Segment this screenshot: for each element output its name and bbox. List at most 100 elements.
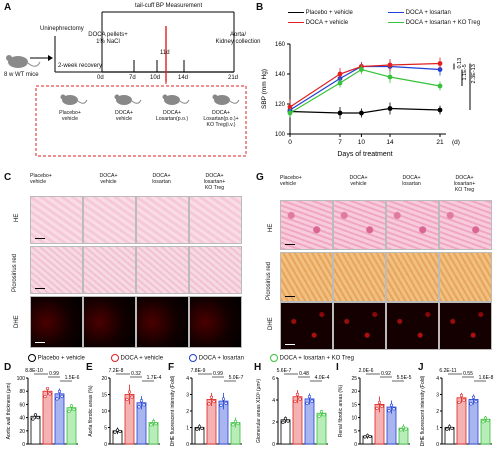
bar bbox=[42, 390, 53, 445]
he-image bbox=[333, 200, 386, 250]
row-label-picrosirius: Picrosirius red bbox=[266, 261, 272, 300]
data-point bbox=[437, 107, 443, 113]
data-point bbox=[337, 80, 343, 86]
panel-label-c: C bbox=[4, 172, 12, 183]
data-point bbox=[387, 74, 393, 80]
dhe-image bbox=[83, 296, 136, 348]
data-point bbox=[310, 399, 314, 403]
mouse-strain-label: 8 w WT mice bbox=[4, 72, 39, 78]
data-point bbox=[387, 409, 391, 413]
data-point bbox=[305, 401, 309, 406]
sig-label: 1.5E-6 bbox=[65, 375, 80, 381]
bp-line-chart: 100 120 140 160 0 7 10 14 21 (d) Days of treatment… bbox=[261, 42, 477, 158]
picrosirius-image bbox=[189, 246, 242, 294]
data-point bbox=[359, 67, 364, 72]
bar bbox=[206, 399, 217, 445]
series-line bbox=[289, 107, 441, 114]
dhe-image bbox=[386, 302, 439, 350]
x-tick-label: 7 bbox=[338, 139, 342, 146]
row-label-he: HE bbox=[268, 223, 274, 232]
data-point bbox=[221, 397, 226, 401]
data-point bbox=[115, 428, 120, 432]
y-tick-label: 15 bbox=[351, 402, 357, 408]
data-point bbox=[281, 420, 285, 424]
data-point bbox=[474, 400, 478, 404]
he-image bbox=[30, 196, 83, 244]
scale-bar bbox=[285, 296, 295, 297]
column-header: DOCA+ losartan bbox=[402, 175, 421, 187]
y-tick-label: 10 bbox=[101, 409, 107, 415]
legend-item: DOCA + vehicle bbox=[288, 20, 388, 27]
group-label: DOCA+ Losartan(p.o.)+ KO Treg(i.v.) bbox=[203, 110, 239, 128]
bar-chart-h: 0 2 4 6 Glomerular areas X10³ (μm²) 5.6E-7 0.4… bbox=[256, 368, 330, 448]
data-point bbox=[137, 405, 141, 409]
group-label: Placebo+ vehicle bbox=[59, 110, 81, 122]
data-point bbox=[118, 429, 122, 434]
sig-label: 0.99 bbox=[49, 371, 59, 377]
collection-label: Aorta/Kidney collection bbox=[215, 32, 261, 45]
data-point bbox=[368, 434, 372, 439]
data-point bbox=[483, 416, 488, 420]
groups-box bbox=[35, 85, 247, 157]
sig-label: 0.99 bbox=[213, 371, 223, 377]
data-point bbox=[462, 398, 466, 402]
bar bbox=[66, 407, 77, 445]
dhe-image bbox=[333, 302, 386, 350]
data-point bbox=[377, 400, 382, 405]
picrosirius-image bbox=[439, 252, 492, 302]
data-point bbox=[337, 71, 343, 77]
sig-label: 4.0E-4 bbox=[315, 375, 330, 381]
column-header: DOCA+ vehicle bbox=[349, 175, 368, 187]
y-axis-label: Glomerular areas X10³ (μm²) bbox=[256, 379, 262, 443]
panel-a-timeline bbox=[6, 11, 247, 157]
sig-label: 0.55 bbox=[463, 371, 473, 377]
he-image bbox=[189, 196, 242, 244]
data-point bbox=[233, 419, 238, 424]
scale-bar bbox=[285, 344, 295, 345]
y-tick-label: 80 bbox=[19, 389, 25, 395]
row-label-picrosirius: Picrosirius red bbox=[12, 253, 18, 292]
legend-item: DOCA + losartan bbox=[189, 354, 244, 362]
data-point bbox=[142, 403, 146, 407]
data-point bbox=[209, 395, 214, 399]
data-point bbox=[219, 403, 223, 407]
y-tick-label: 100 bbox=[275, 132, 286, 138]
data-point bbox=[469, 402, 473, 406]
day-label: 11d bbox=[160, 50, 170, 56]
y-tick-label: 0 bbox=[436, 442, 439, 448]
data-point bbox=[486, 418, 490, 423]
y-axis-label: Aortic wall thickness (μm) bbox=[6, 382, 12, 439]
column-header: DOCA+ losartan+ KO Treg bbox=[453, 175, 476, 193]
mouse-icon bbox=[6, 55, 41, 68]
sig-label: 8.8E-10 bbox=[25, 368, 43, 374]
data-point bbox=[36, 416, 40, 420]
series-line bbox=[289, 65, 441, 111]
data-point bbox=[375, 406, 379, 410]
bar bbox=[292, 396, 303, 445]
y-tick-label: 0 bbox=[186, 442, 189, 448]
bar-chart-e: 0 5 10 15 20 Aorta fibrotic areas (%) 7.2E-8 0.… bbox=[88, 368, 162, 448]
data-point bbox=[55, 397, 59, 401]
data-point bbox=[212, 400, 216, 404]
x-tick-label: 0 bbox=[288, 139, 292, 146]
scale-bar bbox=[35, 342, 45, 343]
sig-label: 0.13 bbox=[457, 58, 463, 69]
data-point bbox=[401, 425, 406, 429]
y-tick-label: 25 bbox=[351, 376, 357, 382]
mouse-icon bbox=[60, 94, 88, 105]
data-point bbox=[450, 426, 454, 430]
picrosirius-image bbox=[30, 246, 83, 294]
x-unit-label: (d) bbox=[452, 139, 460, 146]
data-point bbox=[72, 407, 76, 412]
scale-bar bbox=[285, 244, 295, 245]
sig-label: 6.2E-11 bbox=[439, 368, 456, 374]
y-tick-label: 5 bbox=[104, 426, 107, 432]
y-tick-label: 2 bbox=[272, 420, 275, 426]
data-point bbox=[200, 426, 204, 430]
data-point bbox=[151, 419, 156, 424]
legend-item: DOCA + vehicle bbox=[110, 354, 163, 362]
recovery-label: 2-week recovery bbox=[58, 63, 103, 69]
panel-label-g: G bbox=[256, 172, 264, 183]
y-axis-label: Aorta fibrotic areas (%) bbox=[88, 385, 94, 436]
data-point bbox=[337, 110, 343, 116]
